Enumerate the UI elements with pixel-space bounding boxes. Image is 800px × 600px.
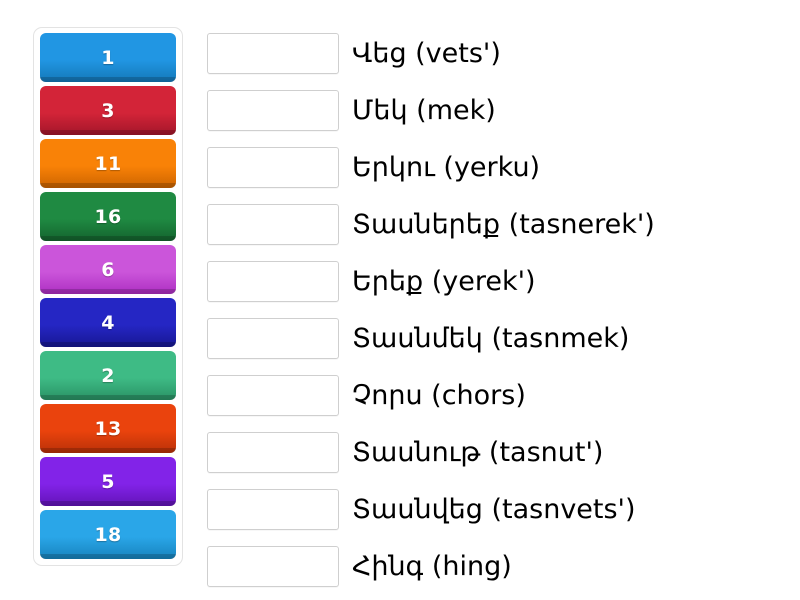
number-tile[interactable]: 11 [40,139,176,188]
tile-drop-target[interactable] [207,432,339,473]
answer-row: Վեց (vets') [207,27,655,80]
number-tile-value: 5 [101,470,115,493]
armenian-number-word-label: Երկու (yerku) [352,151,541,183]
number-tile[interactable]: 3 [40,86,176,135]
number-tile[interactable]: 2 [40,351,176,400]
draggable-number-tiles-panel: 1 3 11 16 6 4 2 13 5 18 [33,27,183,566]
armenian-number-word-label: Տասներեք (tasnerek') [352,208,655,240]
answer-row: Հինգ (hing) [207,540,655,593]
answer-rows-list: Վեց (vets') Մեկ (mek) Երկու (yerku) Տասներե… [207,27,655,593]
tile-drop-target[interactable] [207,204,339,245]
number-tile-value: 11 [94,152,122,175]
number-tile-value: 6 [101,258,115,281]
number-tile-value: 1 [101,46,115,69]
answer-row: Մեկ (mek) [207,84,655,137]
number-tile[interactable]: 18 [40,510,176,559]
number-tile-value: 13 [94,417,122,440]
answer-row: Տասնմեկ (tasnmek) [207,312,655,365]
number-tile[interactable]: 1 [40,33,176,82]
tile-drop-target[interactable] [207,147,339,188]
number-tile[interactable]: 6 [40,245,176,294]
number-tile[interactable]: 16 [40,192,176,241]
number-tile[interactable]: 13 [40,404,176,453]
armenian-number-word-label: Տասնութ (tasnut') [352,436,604,468]
answer-row: Երեք (yerek') [207,255,655,308]
number-tile-value: 18 [94,523,122,546]
armenian-number-word-label: Մեկ (mek) [352,94,496,126]
tile-drop-target[interactable] [207,33,339,74]
armenian-number-word-label: Տասնմեկ (tasnmek) [352,322,630,354]
armenian-number-word-label: Վեց (vets') [352,37,501,69]
number-tile-value: 2 [101,364,115,387]
tile-drop-target[interactable] [207,318,339,359]
number-tile[interactable]: 4 [40,298,176,347]
number-tile-value: 3 [101,99,115,122]
tile-drop-target[interactable] [207,261,339,302]
tile-drop-target[interactable] [207,546,339,587]
armenian-number-word-label: Տասնվեց (tasnvets') [352,493,636,525]
answer-row: Երկու (yerku) [207,141,655,194]
armenian-number-word-label: Չորս (chors) [352,379,526,411]
tile-drop-target[interactable] [207,489,339,530]
answer-row: Տասնվեց (tasnvets') [207,483,655,536]
number-tile-value: 4 [101,311,115,334]
tile-drop-target[interactable] [207,375,339,416]
armenian-number-word-label: Երեք (yerek') [352,265,536,297]
tile-drop-target[interactable] [207,90,339,131]
armenian-number-word-label: Հինգ (hing) [352,550,512,582]
number-tile[interactable]: 5 [40,457,176,506]
answer-row: Տասներեք (tasnerek') [207,198,655,251]
answer-row: Տասնութ (tasnut') [207,426,655,479]
number-tile-value: 16 [94,205,122,228]
answer-row: Չորս (chors) [207,369,655,422]
